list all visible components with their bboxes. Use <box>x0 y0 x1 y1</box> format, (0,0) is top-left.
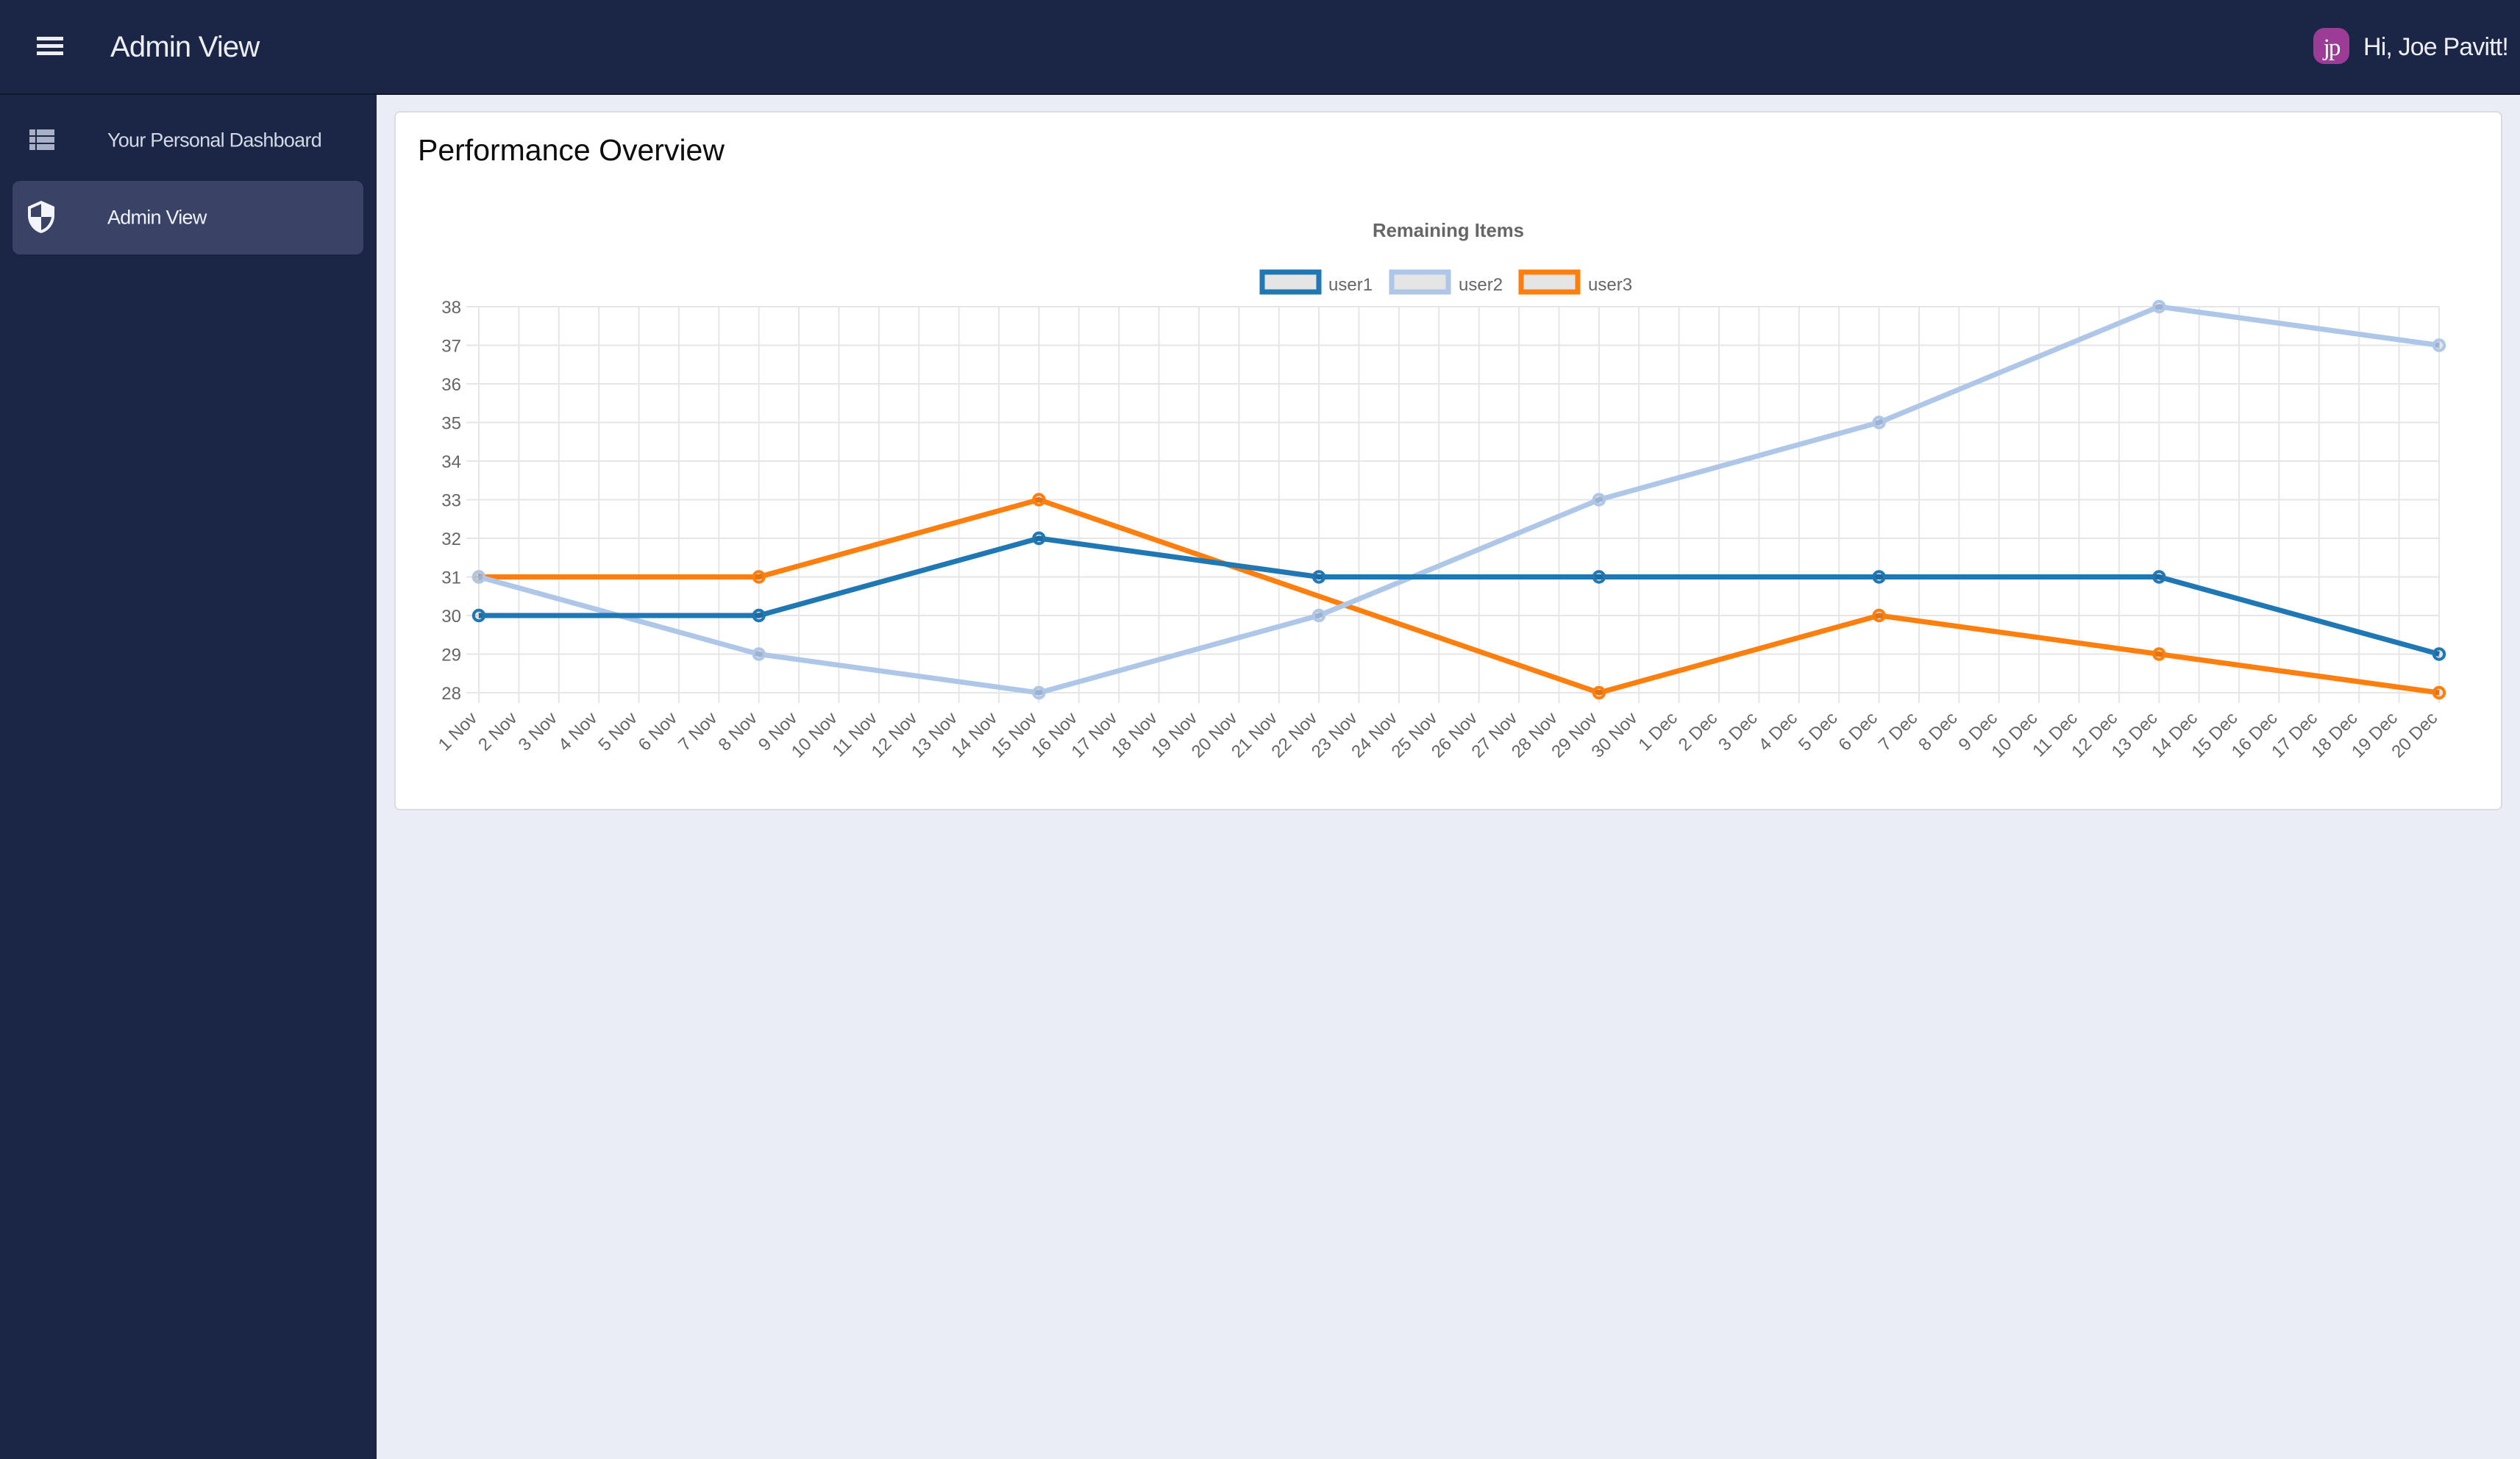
svg-text:30: 30 <box>441 607 461 627</box>
svg-text:user2: user2 <box>1459 275 1503 295</box>
svg-text:8 Dec: 8 Dec <box>1915 708 1961 755</box>
svg-text:38: 38 <box>441 298 461 318</box>
svg-text:34: 34 <box>441 452 461 472</box>
svg-text:29: 29 <box>441 646 461 666</box>
svg-text:6 Dec: 6 Dec <box>1834 708 1881 755</box>
svg-text:20 Dec: 20 Dec <box>2388 708 2441 762</box>
svg-text:35: 35 <box>441 414 461 434</box>
svg-text:8 Nov: 8 Nov <box>715 708 761 755</box>
svg-text:32: 32 <box>441 529 461 549</box>
svg-text:7 Dec: 7 Dec <box>1875 708 1921 755</box>
svg-text:5 Nov: 5 Nov <box>594 708 641 755</box>
svg-text:2 Nov: 2 Nov <box>474 708 521 755</box>
svg-text:6 Nov: 6 Nov <box>635 708 681 755</box>
svg-text:4 Dec: 4 Dec <box>1755 708 1801 755</box>
svg-text:2 Dec: 2 Dec <box>1675 708 1721 755</box>
svg-text:1 Nov: 1 Nov <box>435 708 481 755</box>
svg-text:4 Nov: 4 Nov <box>555 708 601 755</box>
svg-text:user1: user1 <box>1328 275 1373 295</box>
svg-text:5 Dec: 5 Dec <box>1795 708 1841 755</box>
svg-text:Remaining Items: Remaining Items <box>1373 219 1524 241</box>
svg-text:37: 37 <box>441 337 461 357</box>
svg-text:31: 31 <box>441 568 461 588</box>
svg-text:30 Nov: 30 Nov <box>1588 708 1642 762</box>
svg-text:28: 28 <box>441 684 461 704</box>
svg-text:1 Dec: 1 Dec <box>1634 708 1681 755</box>
svg-text:10 Nov: 10 Nov <box>788 708 841 762</box>
svg-text:33: 33 <box>441 491 461 511</box>
svg-text:3 Nov: 3 Nov <box>515 708 561 755</box>
svg-text:36: 36 <box>441 375 461 395</box>
svg-text:10 Dec: 10 Dec <box>1987 708 2041 762</box>
svg-text:7 Nov: 7 Nov <box>675 708 721 755</box>
svg-text:3 Dec: 3 Dec <box>1715 708 1761 755</box>
svg-text:user3: user3 <box>1588 275 1632 295</box>
